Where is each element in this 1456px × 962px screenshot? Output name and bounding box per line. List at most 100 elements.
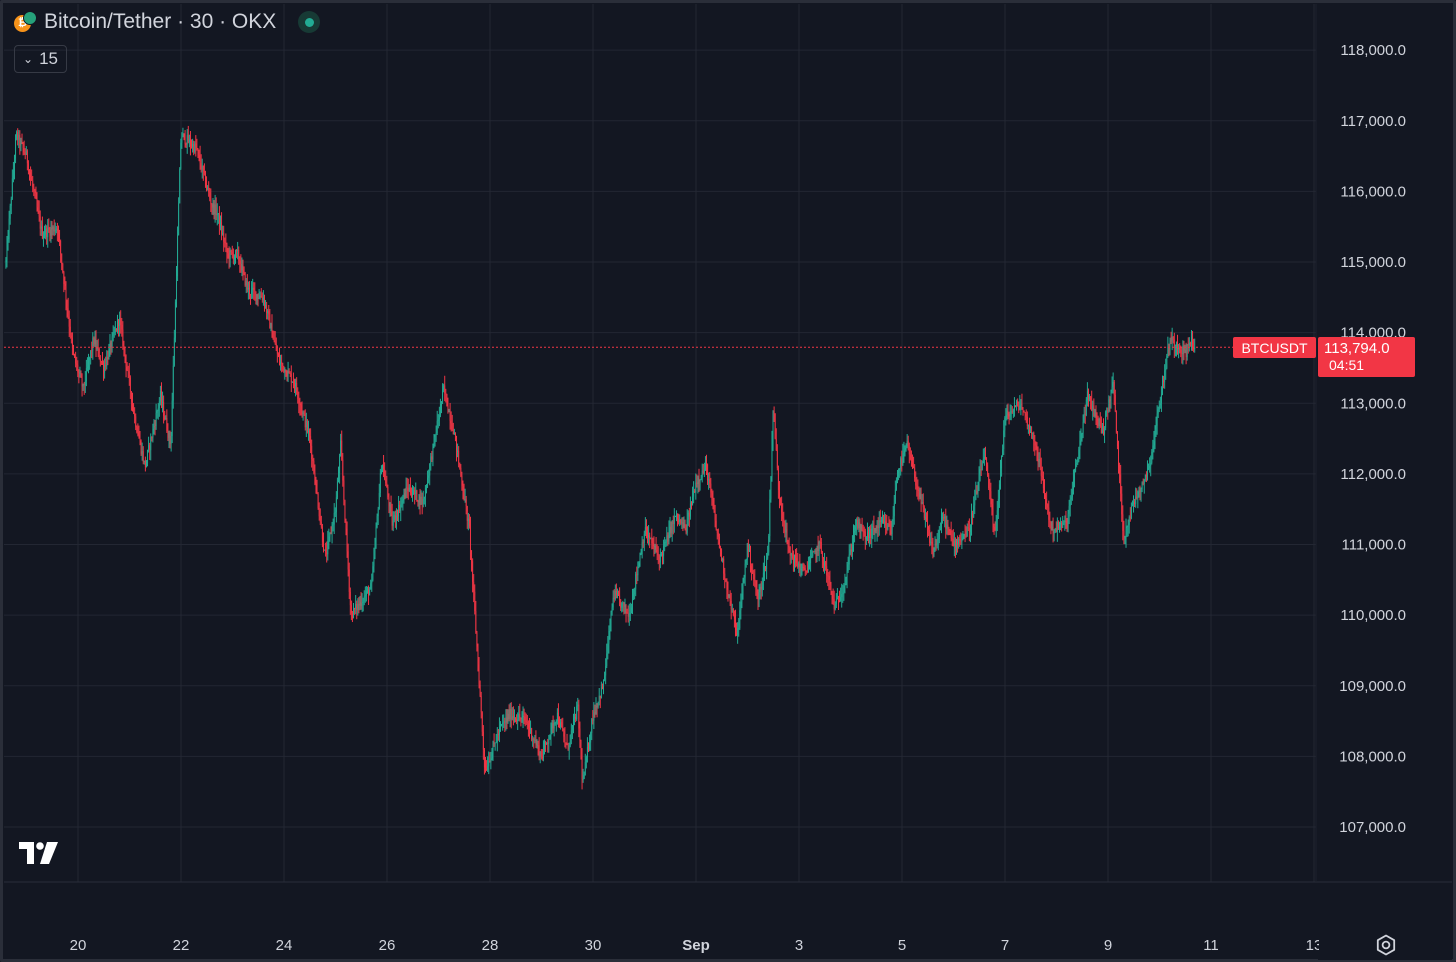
- candle-body: [19, 134, 21, 146]
- candle-body: [210, 198, 212, 205]
- candle-body: [762, 572, 764, 583]
- candle-body: [111, 336, 113, 348]
- candle-body: [510, 709, 512, 720]
- candle-body: [95, 339, 97, 349]
- candle-body: [120, 317, 122, 325]
- candle-body: [110, 342, 112, 348]
- candle-body: [1171, 336, 1173, 342]
- candle-body: [542, 750, 544, 758]
- candle-body: [949, 529, 951, 531]
- candle-body: [55, 228, 57, 230]
- candle-body: [448, 410, 450, 413]
- candle-body: [239, 260, 241, 264]
- candle-body: [764, 566, 765, 573]
- candle-body: [308, 430, 309, 432]
- candle-body: [409, 487, 411, 494]
- candle-body: [1075, 464, 1077, 473]
- candle-body: [643, 533, 645, 543]
- candle-body: [1063, 521, 1065, 523]
- candle-body: [581, 756, 583, 780]
- candle-body: [142, 451, 144, 462]
- candle-body: [478, 664, 480, 685]
- candle-body: [32, 180, 34, 187]
- candle-body: [521, 717, 523, 720]
- candle-body: [597, 701, 599, 708]
- candle-body: [1061, 522, 1063, 528]
- candle-body: [530, 728, 532, 731]
- candle-body: [167, 431, 169, 438]
- candle-body: [358, 603, 360, 606]
- candle-body: [814, 550, 816, 552]
- candle-body: [645, 527, 647, 537]
- candle-body: [1179, 347, 1181, 350]
- candle-body: [373, 557, 375, 567]
- symbol-title[interactable]: Bitcoin/Tether · 30 · OKX: [44, 10, 277, 33]
- candle-body: [1010, 411, 1012, 414]
- candle-body: [753, 574, 755, 580]
- candle-body: [1193, 347, 1195, 350]
- candle-body: [353, 607, 354, 619]
- candle-body: [884, 521, 886, 524]
- candle-body: [806, 570, 808, 573]
- candle-body: [139, 438, 141, 441]
- candle-body: [208, 187, 210, 193]
- candle-body: [378, 492, 380, 510]
- candle-body: [113, 332, 115, 334]
- candle-body: [1136, 496, 1138, 499]
- candle-body: [1148, 468, 1150, 470]
- time-axis[interactable]: 20 22 24 26 28 30 Sep 3 5 7 9 11 13: [70, 926, 1452, 960]
- candle-body: [326, 552, 328, 555]
- candle-body: [575, 716, 577, 720]
- candle-body: [1034, 441, 1036, 446]
- candle-body: [574, 716, 575, 719]
- indicators-collapse-button[interactable]: ⌄ 15: [14, 45, 67, 73]
- candle-body: [487, 766, 489, 771]
- candle-body: [1091, 400, 1093, 411]
- candle-body: [823, 557, 824, 566]
- candle-body: [83, 383, 85, 386]
- settings-gear-icon[interactable]: [1374, 933, 1398, 957]
- candle-body: [1052, 526, 1054, 534]
- candle-body: [526, 722, 528, 724]
- candle-body: [166, 418, 168, 432]
- candle-body: [468, 518, 470, 527]
- candle-body: [1167, 347, 1169, 357]
- candle-body: [392, 520, 394, 526]
- time-tick-label: 20: [70, 937, 87, 954]
- candle-body: [335, 497, 337, 513]
- candle-body: [287, 370, 289, 377]
- candle-body: [348, 569, 350, 592]
- candle-body: [755, 581, 757, 590]
- candle-body: [956, 539, 957, 548]
- candle-body: [591, 719, 593, 734]
- candle-body: [415, 490, 417, 495]
- candle-body: [983, 457, 985, 459]
- chart-legend[interactable]: ₿ Bitcoin/Tether · 30 · OKX: [14, 10, 321, 34]
- candle-body: [772, 410, 774, 441]
- candle-body: [31, 176, 33, 181]
- candle-body: [577, 704, 579, 707]
- candle-body: [601, 687, 603, 689]
- price-axis[interactable]: 118,000.0117,000.0116,000.0115,000.0114,…: [1339, 42, 1406, 836]
- candle-body: [149, 445, 151, 451]
- candle-body: [188, 139, 190, 143]
- candle-body: [938, 530, 940, 540]
- candle-body: [1071, 489, 1073, 498]
- candle-body: [399, 505, 401, 511]
- candle-body: [699, 479, 701, 482]
- candle-body: [883, 519, 884, 524]
- candle-body: [479, 684, 481, 697]
- candle-body: [332, 524, 334, 526]
- candle-body: [267, 310, 269, 314]
- candle-body: [420, 496, 422, 505]
- candle-body: [1184, 349, 1186, 351]
- candle-body: [450, 420, 452, 424]
- candle-body: [589, 742, 591, 750]
- candle-body: [269, 314, 271, 329]
- candle-body: [1097, 418, 1099, 426]
- candle-body: [1079, 440, 1081, 450]
- candle-body: [1113, 381, 1115, 396]
- candle-body: [802, 566, 804, 568]
- candle-body: [144, 460, 146, 467]
